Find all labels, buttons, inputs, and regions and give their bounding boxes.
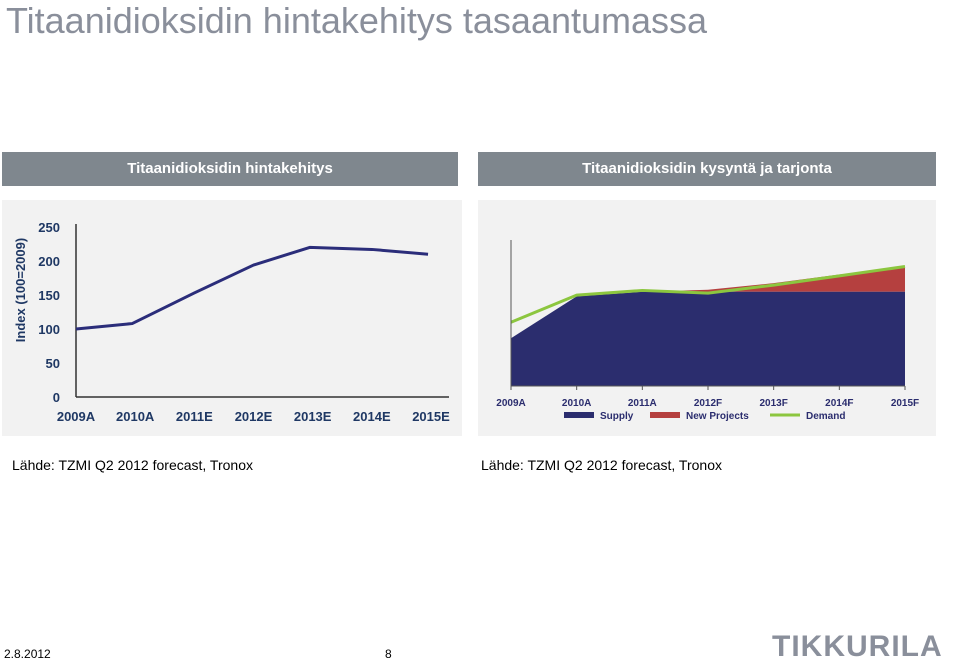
page-number: 8 [385,647,392,661]
x-tick-label: 2010A [116,409,155,424]
x-tick-label: 2010A [562,398,591,409]
legend-swatch [564,412,594,418]
x-tick-label: 2011A [628,398,657,409]
x-tick-label: 2015F [891,398,919,409]
supply-area [511,291,905,386]
x-tick-label: 2014E [353,409,391,424]
price-index-line [75,245,429,331]
x-tick-label: 2009A [496,398,525,409]
tikkurila-logo: TIKKURILA [772,630,943,663]
price-index-chart: 0 50 100 150 200 250 2009A 2010A 2011E 2012E 2013E… [13,220,450,424]
y-axis-label: Index (100=2009) [13,238,28,342]
new-projects-area [511,267,905,339]
left-panel-title: Titaanidioksidin hintakehitys [2,152,458,186]
y-tick-label: 50 [46,356,60,371]
footer-date: 2.8.2012 [4,647,51,661]
x-tick-label: 2014F [825,398,853,409]
supply-demand-chart: 2009A 2010A 2011A 2012F 2013F 2014F 2015F Suppl… [496,240,919,422]
x-tick-label: 2011E [176,409,213,424]
right-panel-title: Titaanidioksidin kysyntä ja tarjonta [478,152,936,186]
legend-label: New Projects [686,411,749,422]
x-tick-label: 2013E [294,409,332,424]
right-source-note: Lähde: TZMI Q2 2012 forecast, Tronox [481,457,722,473]
y-tick-label: 100 [38,322,60,337]
x-tick-label: 2015E [412,409,450,424]
y-tick-label: 150 [38,288,60,303]
left-source-note: Lähde: TZMI Q2 2012 forecast, Tronox [12,457,253,473]
x-tick-label: 2012E [235,409,273,424]
y-tick-label: 250 [38,220,60,235]
demand-line [510,265,906,324]
legend-label: Demand [806,411,845,422]
x-tick-label: 2013F [759,398,787,409]
x-tick-label: 2012F [694,398,722,409]
y-tick-label: 200 [38,254,60,269]
legend-swatch [650,412,680,418]
legend-label: Supply [600,411,634,422]
x-tick-label: 2009A [57,409,96,424]
y-tick-label: 0 [53,390,60,405]
page-title: Titaanidioksidin hintakehitys tasaantuma… [6,0,708,41]
